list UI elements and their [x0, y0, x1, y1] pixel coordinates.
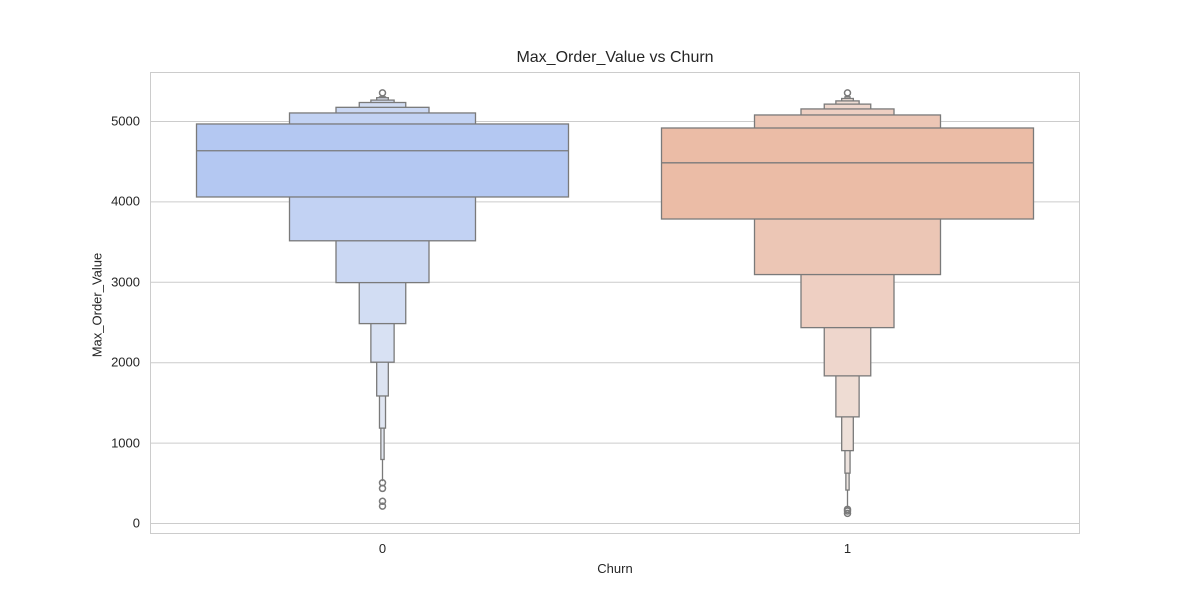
- boxen-box: [195, 123, 570, 198]
- y-tick-label: 3000: [111, 274, 140, 290]
- x-axis-label: Churn: [597, 561, 633, 576]
- boxen-box: [660, 127, 1035, 220]
- y-tick-label: 5000: [111, 113, 140, 129]
- plot-frame: [150, 72, 1080, 534]
- boxen-group-1: [660, 89, 1035, 518]
- y-tick-label: 4000: [111, 193, 140, 209]
- x-tick-label: 1: [843, 541, 852, 556]
- outlier-point: [843, 89, 852, 97]
- outlier-point: [843, 507, 852, 515]
- outlier-point: [378, 89, 387, 97]
- y-axis-label: Max_Order_Value: [89, 252, 105, 358]
- y-tick-label: 1000: [111, 435, 140, 451]
- outlier-point: [378, 502, 387, 510]
- outlier-point: [378, 484, 387, 493]
- y-tick-label: 0: [132, 515, 140, 531]
- boxen-series: [195, 89, 1035, 518]
- boxen-group-0: [195, 89, 570, 510]
- x-tick-label: 0: [378, 541, 387, 556]
- chart-title: Max_Order_Value vs Churn: [516, 49, 714, 66]
- y-tick-label: 2000: [111, 354, 140, 370]
- outlier-point: [843, 509, 852, 518]
- outlier-point: [378, 497, 387, 506]
